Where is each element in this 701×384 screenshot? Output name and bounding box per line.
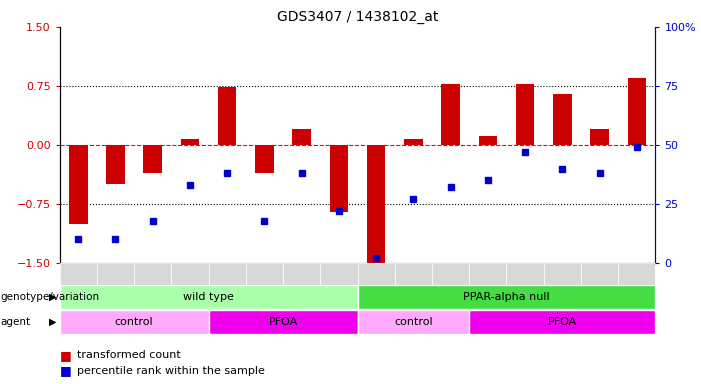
Bar	[209, 310, 358, 334]
Bar	[134, 263, 171, 285]
Bar	[283, 263, 320, 285]
Bar	[209, 263, 246, 285]
Text: PPAR-alpha null: PPAR-alpha null	[463, 292, 550, 302]
Bar	[255, 145, 273, 172]
Bar	[246, 263, 283, 285]
Bar	[218, 88, 236, 145]
Bar	[329, 145, 348, 212]
Bar	[627, 78, 646, 145]
Bar	[144, 145, 162, 172]
Bar	[171, 263, 209, 285]
Bar	[469, 263, 506, 285]
Bar	[553, 94, 571, 145]
Text: PFOA: PFOA	[268, 317, 298, 327]
Text: control: control	[115, 317, 154, 327]
Bar	[544, 263, 581, 285]
Text: control: control	[394, 317, 433, 327]
Text: wild type: wild type	[183, 292, 234, 302]
Text: percentile rank within the sample: percentile rank within the sample	[77, 366, 265, 376]
Bar	[581, 263, 618, 285]
Text: ▶: ▶	[48, 292, 56, 302]
Bar	[506, 263, 544, 285]
Bar	[97, 263, 134, 285]
Text: ■: ■	[60, 364, 72, 377]
Text: ▶: ▶	[48, 317, 56, 327]
Bar	[395, 263, 432, 285]
Bar	[404, 139, 423, 145]
Text: agent: agent	[1, 317, 31, 327]
Bar	[60, 310, 209, 334]
Bar	[358, 285, 655, 309]
Bar	[106, 145, 125, 184]
Bar	[479, 136, 497, 145]
Bar	[60, 263, 97, 285]
Bar	[60, 285, 358, 309]
Text: ■: ■	[60, 349, 72, 362]
Text: PFOA: PFOA	[547, 317, 577, 327]
Title: GDS3407 / 1438102_at: GDS3407 / 1438102_at	[277, 10, 438, 25]
Bar	[590, 129, 609, 145]
Bar	[358, 263, 395, 285]
Bar	[516, 84, 534, 145]
Bar	[69, 145, 88, 223]
Bar	[442, 84, 460, 145]
Text: transformed count: transformed count	[77, 350, 181, 360]
Text: genotype/variation: genotype/variation	[1, 292, 100, 302]
Bar	[618, 263, 655, 285]
Bar	[432, 263, 469, 285]
Bar	[292, 129, 311, 145]
Bar	[320, 263, 358, 285]
Bar	[181, 139, 199, 145]
Bar	[358, 310, 469, 334]
Bar	[469, 310, 655, 334]
Bar	[367, 145, 386, 263]
